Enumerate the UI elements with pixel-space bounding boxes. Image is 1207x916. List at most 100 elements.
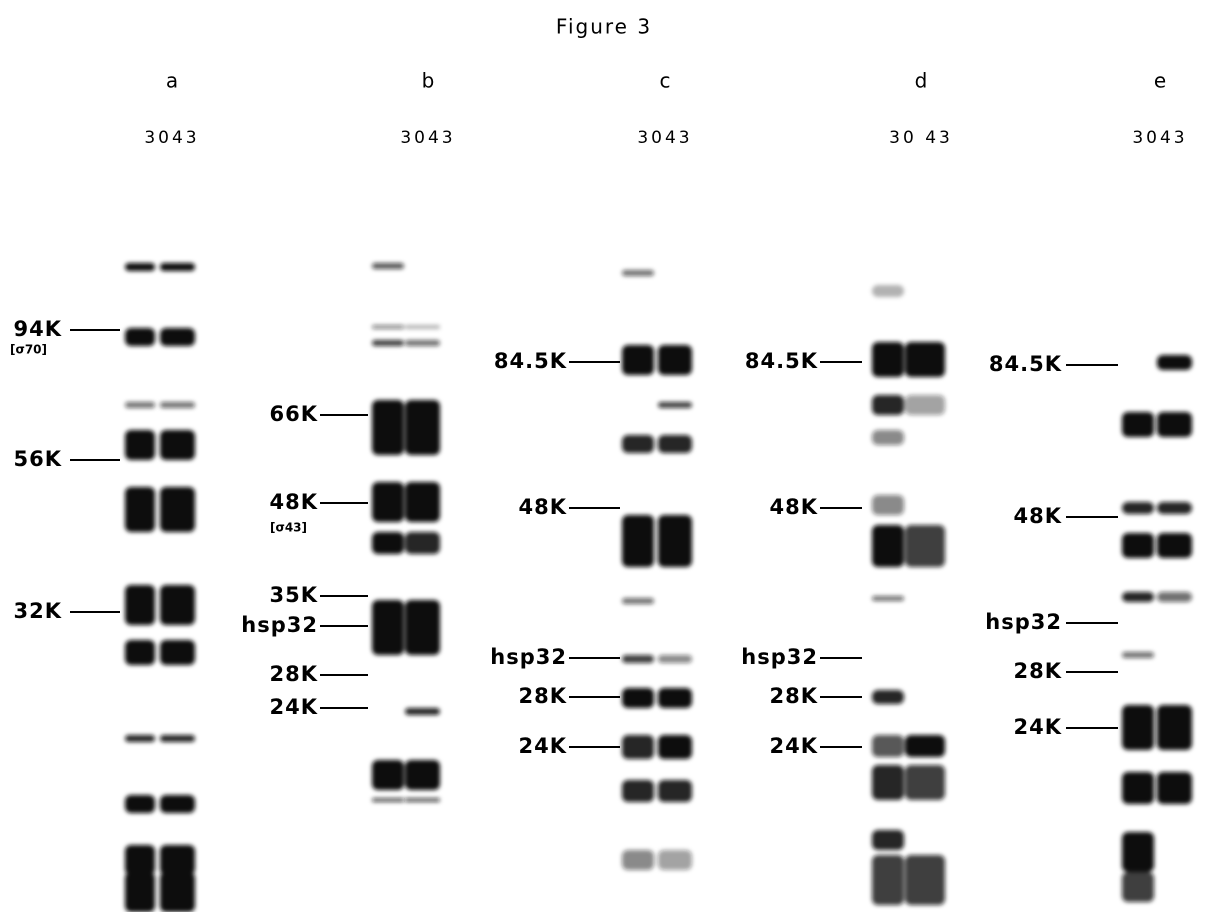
marker-label: 48K [270,490,319,514]
lane-labels: 3043 [1132,128,1187,148]
gel-band [160,263,195,271]
marker-label: 24K [519,734,568,758]
marker-label: 32K [14,599,63,623]
lane-labels: 3043 [400,128,455,148]
gel-band [1122,872,1154,902]
gel-band [1157,592,1192,602]
lane-labels: 3043 [144,128,199,148]
gel-band [125,845,155,875]
gel-band [405,532,440,554]
gel-band [1157,533,1192,558]
marker-label: 24K [770,734,819,758]
gel-band [160,640,195,665]
panel-label: c [660,69,671,93]
gel-band [372,532,404,554]
marker-label: 84.5K [494,349,567,373]
gel-band [658,850,692,870]
gel-band [160,845,195,875]
gel-band [1122,412,1154,437]
gel-band [905,735,945,757]
marker-label: 35K [270,583,319,607]
gel-band [372,798,404,802]
gel-band [125,735,155,742]
gel-band [622,655,654,663]
gel-band [372,400,404,455]
marker-note: [σ43] [270,521,307,535]
gel-band [1122,533,1154,558]
marker-label: hsp32 [490,645,567,669]
gel-band [658,735,692,759]
gel-band [160,735,195,742]
gel-band [372,340,404,346]
gel-band [872,690,904,704]
gel-band [658,345,692,375]
gel-band [872,430,904,445]
gel-band [872,765,904,800]
panel-label: b [422,69,435,93]
gel-band [872,495,904,515]
marker-label: 48K [1014,504,1063,528]
gel-band [872,830,904,850]
gel-band [622,735,654,759]
gel-band [658,435,692,453]
gel-band [405,325,440,329]
gel-band [622,780,654,802]
gel-band [622,270,654,276]
gel-band [1122,592,1154,602]
panel-label: a [166,69,178,93]
gel-band [405,400,440,455]
page: {"title": "Figure 3", "panels": [ {"labe… [0,0,1207,912]
gel-band [125,585,155,625]
marker-label: hsp32 [241,613,318,637]
marker-label: hsp32 [985,610,1062,634]
gel-band [872,525,904,567]
marker-label: 24K [1014,715,1063,739]
marker-note: [σ70] [10,343,47,357]
marker-label: 48K [770,495,819,519]
marker-label: 28K [519,684,568,708]
gel-band [1122,705,1154,750]
gel-band [125,872,155,912]
gel-band [658,655,692,663]
gel-band [160,872,195,912]
marker-label: hsp32 [741,645,818,669]
gel-band [1122,832,1154,872]
gel-band [658,515,692,567]
gel-band [1157,412,1192,437]
gel-band [372,600,404,655]
figure-title: Figure 3 [556,15,652,39]
gel-band [1157,772,1192,804]
gel-band [372,760,404,790]
gel-band [658,688,692,708]
marker-label: 84.5K [745,349,818,373]
gel-band [872,342,904,377]
figure: Figure 3 a304394K[σ70]56K32Kb304366K48K[… [0,0,1207,912]
marker-label: 28K [270,662,319,686]
marker-label: 84.5K [989,352,1062,376]
gel-band [405,340,440,346]
gel-band [905,395,945,415]
gel-band [405,708,440,715]
gel-band [405,482,440,522]
gel-band [125,263,155,271]
gel-band [1157,705,1192,750]
gel-band [1122,502,1154,514]
marker-label: 24K [270,695,319,719]
gel-band [160,585,195,625]
gel-band [872,285,904,297]
marker-label: 56K [14,447,63,471]
gel-band [160,487,195,532]
gel-band [125,430,155,460]
gel-band [125,328,155,346]
marker-label: 48K [519,495,568,519]
gel-band [622,515,654,567]
panel-label: d [915,69,928,93]
gel-band [622,435,654,453]
gel-band [905,525,945,567]
lane-labels: 3043 [637,128,692,148]
gel-band [372,263,404,269]
gel-band [125,402,155,408]
gel-band [1122,772,1154,804]
gel-band [125,640,155,665]
gel-band [872,395,904,415]
